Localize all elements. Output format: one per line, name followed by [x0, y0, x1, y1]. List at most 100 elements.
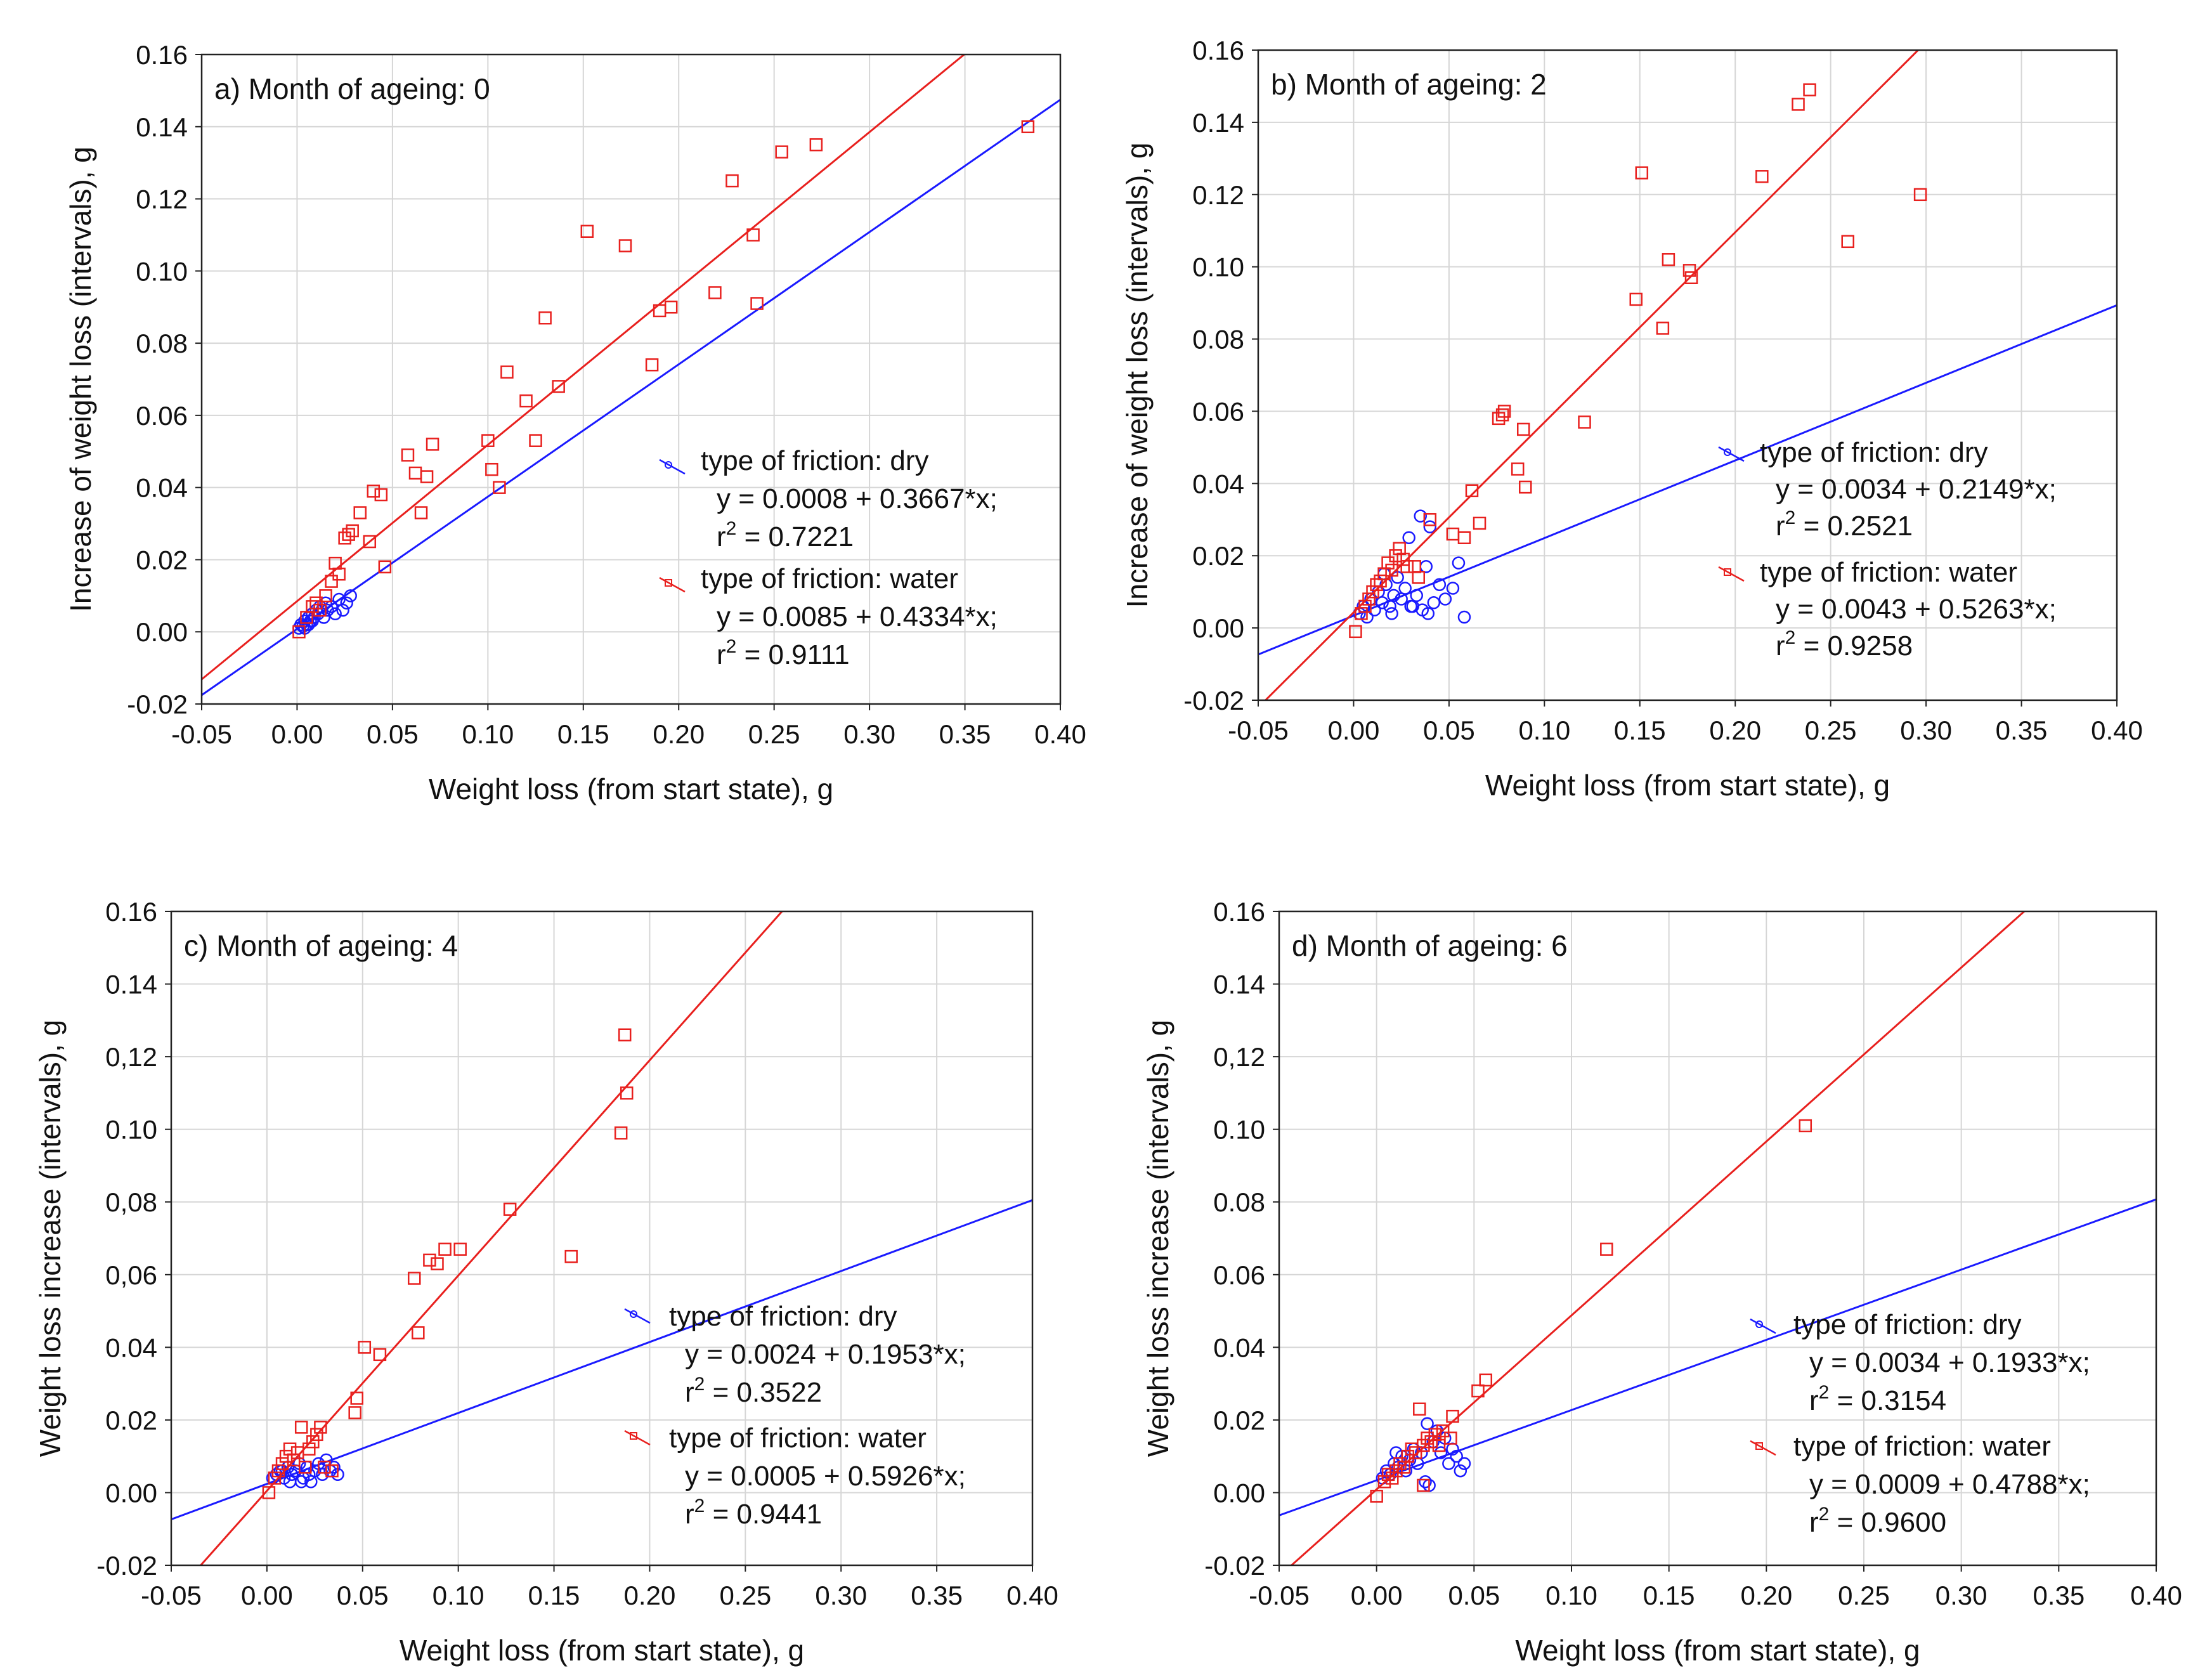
y-tick-label: 0.08 [1213, 1187, 1265, 1217]
y-tick-label: 0.00 [136, 617, 188, 647]
y-tick-label: 0.02 [105, 1405, 157, 1435]
data-point-water [1682, 264, 1696, 277]
y-tick-label: 0.02 [1213, 1405, 1265, 1435]
data-point-water [358, 1341, 372, 1354]
y-tick-label: 0,08 [105, 1187, 157, 1217]
legend-r2-water: r2 = 0.9258 [1776, 627, 1913, 662]
data-point-water [1600, 1242, 1613, 1256]
regression-line-water [202, 55, 966, 681]
y-tick-label: 0.14 [136, 112, 188, 142]
data-layer [1279, 911, 2156, 1565]
data-point-water [1578, 415, 1591, 429]
plot-frame [1257, 49, 2118, 701]
data-point-water [1684, 271, 1698, 284]
data-point-water [374, 488, 388, 502]
data-point-water [310, 1428, 323, 1442]
legend-equation-water: y = 0.0005 + 0.5926*x; [685, 1461, 966, 1492]
data-point-dry [1419, 560, 1433, 573]
data-point-water [453, 1242, 467, 1256]
legend-marker-dry [630, 1310, 637, 1318]
x-tick-label: 0.20 [653, 719, 705, 749]
legend-name-dry: type of friction: dry [1793, 1309, 2021, 1340]
data-point-water [1656, 322, 1670, 335]
x-tick-label: 0.00 [1328, 715, 1380, 745]
data-point-water [1436, 1424, 1450, 1438]
data-point-dry [1398, 582, 1412, 595]
data-point-water [1417, 1438, 1430, 1452]
data-point-water [325, 1464, 339, 1478]
data-point-water [1381, 556, 1395, 570]
data-point-water [1803, 83, 1816, 96]
data-point-water [1629, 292, 1643, 306]
data-point-water [618, 239, 632, 252]
x-tick-label: 0.05 [367, 719, 419, 749]
y-tick-label: 0.14 [105, 970, 157, 1000]
legend-equation-dry: y = 0.0034 + 0.1933*x; [1809, 1347, 2090, 1378]
y-tick-label: 0.10 [1192, 252, 1244, 282]
x-tick-label: 0.00 [241, 1580, 293, 1610]
x-tick-label: 0.35 [2033, 1580, 2085, 1610]
data-point-water [363, 535, 377, 549]
x-tick-label: 0.40 [1006, 1580, 1058, 1610]
data-point-water [348, 1406, 361, 1419]
y-tick-label: 0.04 [105, 1333, 157, 1362]
data-point-water [318, 1461, 331, 1474]
legend-name-dry: type of friction: dry [669, 1301, 897, 1332]
regression-line-water [199, 911, 784, 1565]
data-point-water [614, 1126, 628, 1140]
data-point-water [1432, 1438, 1446, 1452]
y-axis-label: Increase of weight loss (intervals), g [1121, 143, 1154, 608]
x-tick-label: 0.05 [1423, 715, 1475, 745]
legend-r2-dry: r2 = 0.2521 [1776, 507, 1913, 542]
y-tick-label: 0,12 [105, 1042, 157, 1072]
x-tick-label: 0.25 [719, 1580, 771, 1610]
data-point-dry [1402, 531, 1415, 544]
y-tick-label: -0.02 [1204, 1551, 1265, 1580]
data-point-water [431, 1257, 444, 1270]
x-tick-label: -0.05 [1228, 715, 1289, 745]
data-point-water [332, 567, 346, 581]
x-tick-label: -0.05 [171, 719, 232, 749]
data-point-water [1913, 188, 1927, 202]
panel-title: b) Month of ageing: 2 [1271, 68, 1547, 101]
x-tick-label: 0.10 [1545, 1580, 1597, 1610]
data-point-water [423, 1253, 436, 1267]
y-tick-label: 0.06 [1192, 396, 1244, 426]
data-point-dry [303, 1468, 316, 1482]
data-point-water [1841, 235, 1854, 249]
data-point-water [1755, 170, 1769, 183]
legend-r2-water: r2 = 0.9111 [717, 636, 850, 670]
data-point-water [1497, 405, 1511, 418]
x-tick-label: 0.20 [1740, 1580, 1792, 1610]
x-tick-label: 0.15 [1614, 715, 1666, 745]
data-point-water [306, 600, 319, 613]
data-point-water [373, 1348, 387, 1362]
y-tick-label: -0.02 [1183, 686, 1244, 715]
x-tick-label: 0.35 [911, 1580, 963, 1610]
data-point-dry [1433, 578, 1447, 592]
legend-name-water: type of friction: water [1793, 1431, 2051, 1462]
legend-marker-water [1724, 568, 1731, 576]
data-point-dry [302, 618, 315, 632]
x-axis-label: Weight loss (from start state), g [400, 1634, 804, 1667]
data-point-water [493, 481, 506, 494]
data-point-water [1401, 1449, 1415, 1463]
regression-line-dry [1258, 304, 2117, 656]
data-point-water [529, 434, 542, 447]
data-layer [202, 55, 1060, 696]
chart-panel-a: -0.05 0.00 0.05 0.10 0.15 0.20 0.25 0.30 0.35 0.4… [64, 40, 1086, 805]
x-axis-label: Weight loss (from start state), g [429, 772, 833, 805]
panel-title: c) Month of ageing: 4 [184, 929, 458, 962]
x-tick-label: 0.10 [462, 719, 514, 749]
y-tick-label: 0.06 [1213, 1260, 1265, 1290]
x-tick-label: 0.05 [1448, 1580, 1500, 1610]
data-point-dry [336, 603, 349, 617]
y-tick-label: 0.12 [1192, 180, 1244, 210]
legend-name-water: type of friction: water [701, 563, 958, 594]
data-point-water [314, 1421, 327, 1434]
data-point-water [1446, 1409, 1459, 1423]
chart-panel-d: -0.05 0.00 0.05 0.10 0.15 0.20 0.25 0.30 0.35 0.4… [1142, 897, 2182, 1667]
data-layer [1258, 50, 2117, 700]
legend-r2-water: r2 = 0.9600 [1809, 1504, 1946, 1538]
